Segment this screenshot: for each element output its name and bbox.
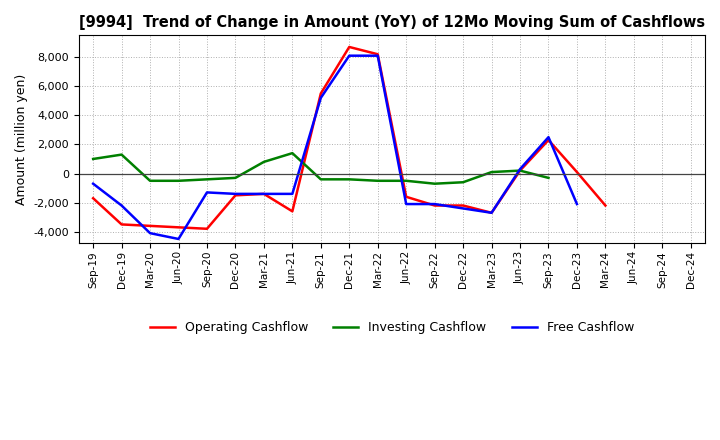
Operating Cashflow: [317, 91, 325, 96]
Free Cashflow: [89, 181, 97, 186]
Line: Free Cashflow: Free Cashflow: [93, 56, 577, 239]
Investing Cashflow: [202, 177, 211, 182]
Investing Cashflow: [459, 180, 467, 185]
Operating Cashflow: [374, 51, 382, 57]
Free Cashflow: [402, 202, 410, 207]
Operating Cashflow: [459, 203, 467, 208]
Free Cashflow: [174, 236, 183, 242]
Line: Operating Cashflow: Operating Cashflow: [93, 47, 606, 229]
Operating Cashflow: [231, 193, 240, 198]
Operating Cashflow: [402, 194, 410, 199]
Free Cashflow: [317, 95, 325, 100]
Free Cashflow: [260, 191, 269, 197]
Investing Cashflow: [544, 175, 553, 180]
Line: Investing Cashflow: Investing Cashflow: [93, 153, 549, 183]
Operating Cashflow: [202, 226, 211, 231]
Operating Cashflow: [487, 210, 496, 216]
Operating Cashflow: [260, 191, 269, 197]
Free Cashflow: [544, 135, 553, 140]
Free Cashflow: [145, 231, 154, 236]
Operating Cashflow: [288, 209, 297, 214]
Free Cashflow: [487, 210, 496, 216]
Free Cashflow: [117, 203, 126, 208]
Operating Cashflow: [516, 168, 524, 173]
Free Cashflow: [459, 206, 467, 211]
Operating Cashflow: [174, 225, 183, 230]
Free Cashflow: [431, 202, 439, 207]
Free Cashflow: [345, 53, 354, 59]
Free Cashflow: [231, 191, 240, 197]
Operating Cashflow: [117, 222, 126, 227]
Legend: Operating Cashflow, Investing Cashflow, Free Cashflow: Operating Cashflow, Investing Cashflow, …: [145, 316, 639, 339]
Operating Cashflow: [544, 137, 553, 143]
Y-axis label: Amount (million yen): Amount (million yen): [15, 74, 28, 205]
Free Cashflow: [288, 191, 297, 197]
Operating Cashflow: [431, 203, 439, 208]
Investing Cashflow: [516, 168, 524, 173]
Investing Cashflow: [431, 181, 439, 186]
Free Cashflow: [374, 53, 382, 59]
Investing Cashflow: [317, 177, 325, 182]
Operating Cashflow: [601, 203, 610, 208]
Operating Cashflow: [145, 223, 154, 228]
Investing Cashflow: [231, 175, 240, 180]
Title: [9994]  Trend of Change in Amount (YoY) of 12Mo Moving Sum of Cashflows: [9994] Trend of Change in Amount (YoY) o…: [79, 15, 705, 30]
Investing Cashflow: [89, 156, 97, 161]
Free Cashflow: [202, 190, 211, 195]
Investing Cashflow: [288, 150, 297, 156]
Free Cashflow: [572, 202, 581, 207]
Operating Cashflow: [345, 44, 354, 50]
Investing Cashflow: [117, 152, 126, 157]
Investing Cashflow: [145, 178, 154, 183]
Investing Cashflow: [487, 169, 496, 175]
Operating Cashflow: [572, 169, 581, 175]
Investing Cashflow: [345, 177, 354, 182]
Free Cashflow: [516, 166, 524, 172]
Investing Cashflow: [402, 178, 410, 183]
Investing Cashflow: [374, 178, 382, 183]
Investing Cashflow: [260, 159, 269, 165]
Operating Cashflow: [89, 196, 97, 201]
Investing Cashflow: [174, 178, 183, 183]
